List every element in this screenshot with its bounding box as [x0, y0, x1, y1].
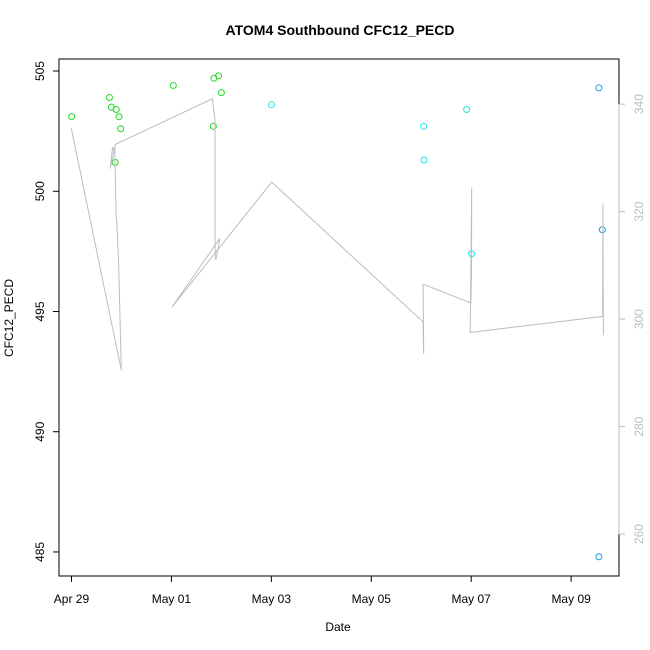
chart-title: ATOM4 Southbound CFC12_PECD — [226, 22, 455, 38]
data-point — [105, 93, 113, 101]
series-line — [70, 98, 604, 371]
x-tick-label: Apr 29 — [54, 592, 90, 606]
y-axis-left: 485 490 495 500 505 — [33, 61, 60, 562]
x-tick-label: May 05 — [352, 592, 392, 606]
data-point — [595, 553, 603, 561]
data-point — [209, 122, 217, 130]
y-right-tick-label: 260 — [632, 524, 646, 544]
data-point — [215, 72, 223, 80]
y-left-tick-label: 505 — [33, 61, 47, 81]
data-point — [169, 81, 177, 89]
data-point — [217, 89, 225, 97]
x-tick-label: May 03 — [252, 592, 292, 606]
y-right-tick-label: 320 — [632, 201, 646, 221]
x-axis-label: Date — [325, 620, 351, 634]
data-point — [463, 105, 471, 113]
x-tick-label: May 07 — [452, 592, 492, 606]
data-point — [112, 105, 120, 113]
y-right-tick-label: 340 — [632, 94, 646, 114]
y-left-tick-label: 490 — [33, 421, 47, 441]
data-point — [420, 156, 428, 164]
x-axis: Apr 29 May 01 May 03 May 05 May 07 May 09 — [54, 575, 591, 606]
y-right-tick-label: 300 — [632, 309, 646, 329]
x-tick-label: May 09 — [551, 592, 591, 606]
data-point — [268, 101, 276, 109]
data-point — [420, 122, 428, 130]
x-tick-label: May 01 — [152, 592, 192, 606]
y-axis-label: CFC12_PECD — [2, 279, 16, 357]
data-point — [68, 113, 76, 121]
y-axis-right: 260 280 300 320 340 — [618, 94, 646, 544]
y-left-tick-label: 485 — [33, 542, 47, 562]
data-point — [117, 125, 125, 133]
data-point — [598, 226, 606, 234]
y-left-tick-label: 495 — [33, 301, 47, 321]
y-right-tick-label: 280 — [632, 416, 646, 436]
data-point — [595, 84, 603, 92]
data-point — [115, 113, 123, 121]
plot-marks — [68, 72, 606, 561]
plot-frame — [58, 58, 620, 577]
y-left-tick-label: 500 — [33, 181, 47, 201]
